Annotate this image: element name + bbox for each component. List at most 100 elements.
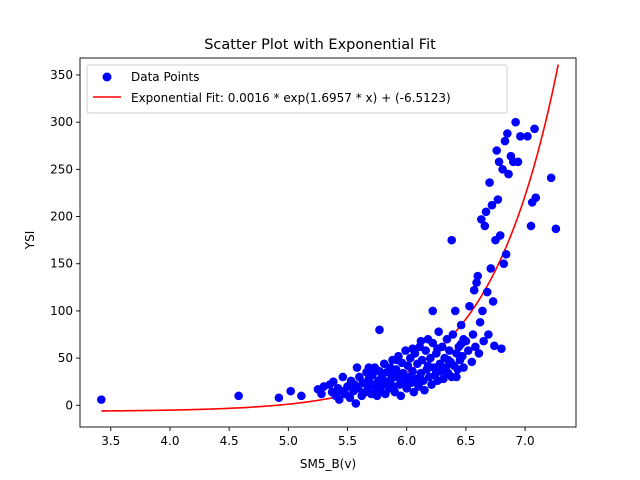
data-point: [274, 393, 284, 403]
x-tick-label: 5.5: [338, 434, 357, 448]
y-tick-label: 250: [50, 162, 73, 176]
data-point: [351, 399, 361, 408]
data-point: [473, 271, 483, 281]
data-point: [488, 297, 498, 306]
x-axis-ticks: 3.5 4.0 4.5 5.0 5.5 6.0 6.5 7.0: [101, 427, 535, 448]
fit-line-layer: [101, 64, 560, 412]
y-axis-ticks: 0 50 100 150 200 250 300 350: [50, 68, 80, 412]
data-point: [467, 357, 477, 367]
y-tick-label: 150: [50, 257, 73, 271]
chart-title: Scatter Plot with Exponential Fit: [204, 37, 436, 53]
x-axis-label: SM5_B(v): [300, 457, 356, 471]
x-tick-label: 6.0: [397, 434, 416, 448]
data-point: [495, 231, 505, 240]
data-point: [551, 224, 561, 234]
data-point: [447, 235, 457, 245]
data-point: [445, 346, 454, 355]
data-point: [368, 370, 377, 380]
data-point: [490, 341, 499, 351]
data-point: [513, 157, 523, 167]
data-point: [375, 325, 384, 335]
data-point: [471, 342, 480, 352]
data-point: [485, 178, 494, 187]
data-point: [97, 395, 106, 404]
data-point: [503, 129, 512, 138]
y-tick-label: 350: [50, 68, 73, 82]
data-point: [500, 136, 510, 146]
x-tick-label: 3.5: [101, 434, 120, 448]
data-point: [477, 215, 486, 224]
data-point: [487, 200, 497, 210]
data-point: [484, 330, 493, 339]
data-point: [499, 259, 509, 269]
data-point: [493, 195, 503, 204]
legend-marker-data-points: [102, 72, 112, 82]
data-point: [401, 346, 410, 355]
data-point: [526, 221, 536, 231]
data-point: [480, 221, 490, 231]
y-tick-label: 100: [50, 304, 73, 318]
data-point: [465, 301, 474, 311]
data-point: [468, 330, 478, 339]
data-point: [497, 344, 506, 353]
y-tick-label: 50: [58, 351, 73, 365]
data-point: [370, 386, 380, 396]
data-point: [345, 393, 355, 403]
data-point: [442, 334, 452, 344]
data-point: [334, 395, 344, 404]
data-point: [420, 385, 429, 395]
data-point: [417, 355, 427, 365]
data-point: [439, 374, 448, 384]
data-point: [286, 386, 296, 396]
exponential-fit-line: [101, 64, 560, 412]
data-point: [317, 389, 326, 399]
data-point: [364, 363, 374, 372]
data-point: [458, 351, 467, 361]
data-point: [516, 132, 525, 141]
y-tick-label: 200: [50, 210, 73, 224]
data-point: [392, 355, 402, 365]
data-point: [428, 338, 438, 348]
axes-frame: [79, 57, 577, 428]
axes-border: [79, 57, 577, 428]
x-tick-label: 4.0: [160, 434, 179, 448]
data-point: [546, 173, 556, 183]
data-point: [492, 146, 501, 155]
data-point: [297, 391, 306, 401]
data-point: [353, 384, 363, 393]
data-point: [434, 327, 443, 336]
data-point: [456, 339, 466, 349]
data-point: [486, 264, 496, 273]
data-point: [494, 157, 504, 167]
y-axis-label: YSI: [23, 231, 37, 251]
data-point: [329, 377, 338, 387]
data-point: [352, 363, 362, 372]
data-point: [504, 169, 513, 179]
y-tick-label: 0: [65, 398, 73, 412]
data-point: [479, 336, 488, 346]
data-point: [498, 165, 507, 174]
data-point: [448, 330, 458, 339]
data-point: [411, 374, 421, 384]
data-point: [403, 361, 413, 370]
legend-label-data-points: Data Points: [131, 70, 200, 84]
data-point: [408, 367, 417, 376]
data-point: [511, 117, 520, 127]
data-point: [432, 367, 441, 377]
data-point: [531, 193, 541, 202]
legend-box: [86, 64, 508, 114]
data-point: [443, 355, 453, 365]
data-point: [530, 124, 539, 134]
legend-label-fit: Exponential Fit: 0.0016 * exp(1.6957 * x…: [131, 91, 451, 105]
data-point: [389, 368, 399, 378]
y-tick-label: 300: [50, 115, 73, 129]
data-point: [482, 287, 492, 297]
x-tick-label: 7.0: [516, 434, 535, 448]
data-point: [421, 346, 430, 355]
data-point: [450, 306, 460, 316]
data-point: [478, 306, 487, 316]
data-point: [428, 306, 438, 316]
data-point: [338, 372, 348, 382]
data-point: [404, 376, 414, 386]
